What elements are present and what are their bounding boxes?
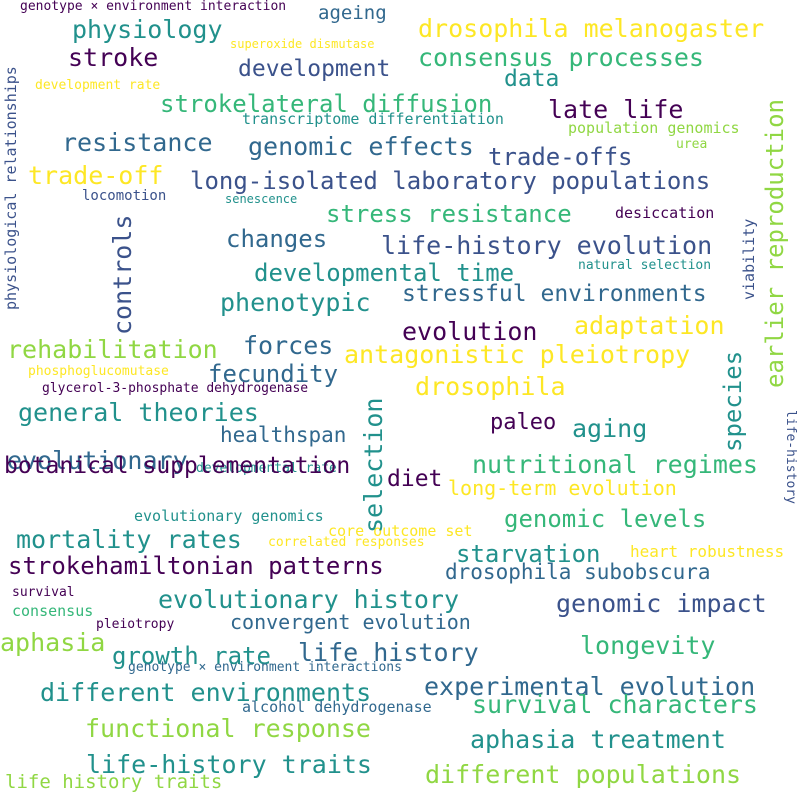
- word: drosophila melanogaster: [418, 14, 765, 43]
- word: rehabilitation: [7, 335, 218, 364]
- word: genomic levels: [504, 505, 707, 533]
- word: healthspan: [220, 423, 347, 447]
- word: phosphoglucomutase: [28, 364, 169, 379]
- word: core outcome set: [328, 522, 473, 540]
- word: nutritional regimes: [472, 450, 758, 479]
- word: long-term evolution: [448, 476, 677, 500]
- word: earlier reproduction: [761, 99, 789, 388]
- word: physiological relationships: [2, 66, 20, 310]
- word: developmental time: [254, 259, 515, 287]
- word: drosophila subobscura: [445, 560, 711, 584]
- word: drosophila: [415, 372, 566, 401]
- word: survival: [12, 585, 75, 600]
- word: stressful environments: [402, 281, 707, 307]
- word: development: [238, 56, 391, 82]
- word: species: [719, 350, 747, 452]
- word: locomotion: [82, 188, 167, 204]
- word: growth rate: [112, 642, 271, 670]
- word: life history traits: [5, 771, 223, 793]
- word: genomic impact: [556, 589, 767, 618]
- word: developmental rate: [196, 461, 337, 476]
- word: trade-off: [28, 161, 164, 190]
- word: genotype × environment interaction: [20, 0, 287, 14]
- word: survival characters: [472, 690, 758, 719]
- word: consensus processes: [418, 43, 704, 72]
- word: longevity: [580, 631, 716, 660]
- word: fecundity: [208, 360, 339, 388]
- word: data: [504, 66, 560, 92]
- word: mortality rates: [16, 525, 242, 554]
- word: late life: [548, 95, 684, 124]
- word: urea: [676, 137, 708, 152]
- word: transcriptome differentiation: [242, 110, 504, 128]
- word: glycerol-3-phosphate dehydrogenase: [42, 381, 309, 396]
- word: life history: [298, 638, 479, 667]
- word: functional response: [85, 714, 371, 743]
- word: different populations: [425, 760, 742, 789]
- word: changes: [226, 225, 328, 253]
- word: different environments: [40, 678, 372, 707]
- word: life-history traits: [86, 750, 372, 779]
- word: resistance: [62, 128, 213, 157]
- word: development rate: [35, 78, 161, 93]
- word: forces: [243, 331, 334, 360]
- word: viability: [740, 218, 758, 300]
- word: aphasia: [0, 628, 106, 657]
- word: stress resistance: [326, 200, 572, 228]
- word: life-history: [783, 410, 798, 504]
- word: natural selection: [578, 258, 712, 273]
- word: adaptation: [574, 311, 725, 340]
- word: paleo: [490, 410, 557, 435]
- word: aging: [572, 414, 648, 443]
- word: population genomics: [568, 119, 740, 137]
- word: physiology: [72, 15, 223, 44]
- word: starvation: [456, 540, 601, 568]
- word: genotype × environment interactions: [128, 660, 402, 675]
- word: evolutionary genomics: [134, 507, 324, 525]
- word: pleiotropy: [96, 617, 175, 632]
- word: general theories: [18, 398, 259, 427]
- word: experimental evolution: [424, 672, 756, 701]
- word: evolution: [402, 317, 538, 346]
- word: strokelateral diffusion: [160, 90, 493, 118]
- word: evolutionary: [7, 446, 188, 475]
- word: superoxide dismutase: [230, 37, 375, 51]
- word: correlated responses: [268, 535, 425, 550]
- word: senescence: [225, 192, 298, 206]
- word: antagonistic pleiotropy: [344, 340, 691, 369]
- word: genomic effects: [248, 132, 474, 161]
- word: long-isolated laboratory populations: [190, 167, 711, 195]
- word: strokehamiltonian patterns: [8, 552, 384, 580]
- word: selection: [359, 397, 388, 533]
- word: desiccation: [615, 204, 715, 222]
- word: consensus: [12, 602, 94, 620]
- word: aphasia treatment: [470, 725, 726, 754]
- word: heart robustness: [630, 542, 785, 561]
- word: trade-offs: [488, 143, 633, 171]
- word: convergent evolution: [230, 610, 471, 634]
- word: botanical supplementation: [4, 453, 351, 479]
- word: evolutionary history: [158, 585, 460, 614]
- word: stroke: [68, 43, 159, 72]
- word: alcohol dehydrogenase: [242, 698, 432, 716]
- word: ageing: [318, 2, 387, 24]
- word: controls: [108, 214, 137, 335]
- word: life-history evolution: [381, 231, 713, 260]
- word: diet: [387, 466, 443, 492]
- word: phenotypic: [220, 288, 371, 317]
